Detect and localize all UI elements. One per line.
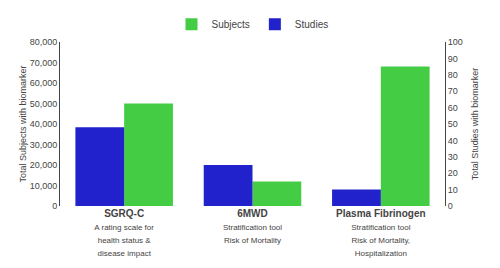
svg-text:SGRQ-CA rating scale forhealth: SGRQ-CA rating scale forhealth status &d… [94,208,154,258]
svg-text:30: 30 [448,152,458,162]
svg-text:40,000: 40,000 [30,119,58,129]
svg-text:Subjects: Subjects [212,19,250,30]
svg-text:20: 20 [448,168,458,178]
svg-text:20,000: 20,000 [30,160,58,170]
svg-text:80,000: 80,000 [30,37,58,47]
svg-text:100: 100 [448,37,463,47]
svg-text:40: 40 [448,136,458,146]
svg-text:50: 50 [448,119,458,129]
svg-text:10: 10 [448,185,458,195]
svg-text:Total Studies with biomarker: Total Studies with biomarker [470,68,480,181]
svg-text:Plasma FibrinogenStratificatio: Plasma FibrinogenStratification toolRisk… [336,208,425,258]
svg-text:Studies: Studies [295,19,328,30]
svg-text:70: 70 [448,86,458,96]
svg-text:10,000: 10,000 [30,181,58,191]
svg-text:0: 0 [52,201,57,211]
svg-text:60: 60 [448,103,458,113]
svg-text:90: 90 [448,54,458,64]
svg-text:50,000: 50,000 [30,99,58,109]
svg-text:80: 80 [448,70,458,80]
svg-text:70,000: 70,000 [30,58,58,68]
svg-text:0: 0 [448,201,453,211]
svg-text:30,000: 30,000 [30,140,58,150]
svg-text:Total Subjects with biomarker: Total Subjects with biomarker [18,65,28,182]
svg-text:60,000: 60,000 [30,78,58,88]
svg-text:6MWDStratification toolRisk of: 6MWDStratification toolRisk of Mortality [223,208,282,245]
